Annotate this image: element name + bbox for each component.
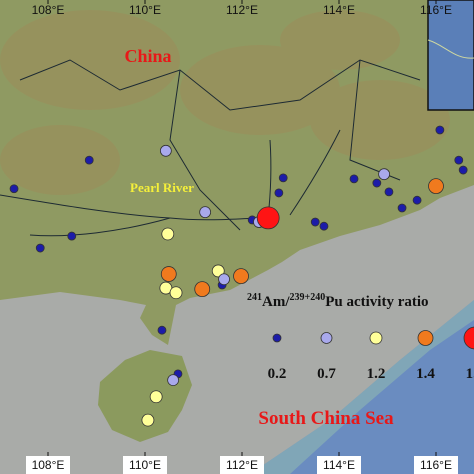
- site: [35, 243, 45, 253]
- x-tick-label: 108°E: [32, 458, 65, 472]
- site: [157, 325, 167, 335]
- site: [435, 125, 445, 135]
- x-tick-label: 114°E: [323, 3, 355, 17]
- legend-symbol: [272, 333, 282, 343]
- site: [218, 273, 230, 286]
- x-tick-label: 116°E: [420, 3, 452, 17]
- site: [454, 155, 464, 165]
- inset-map: [427, 0, 474, 111]
- legend-title-part: 239+240: [290, 292, 326, 303]
- legend-label: 0.7: [317, 366, 336, 382]
- x-tick-label: 110°E: [129, 3, 161, 17]
- site: [141, 413, 155, 427]
- legend-symbol: [369, 331, 383, 345]
- legend-label: 1.4: [416, 366, 435, 382]
- sea-label: South China Sea: [258, 408, 394, 429]
- tick-label-bg: [414, 456, 458, 474]
- legend-label: 1.2: [367, 366, 386, 382]
- site: [9, 184, 19, 194]
- site: [397, 203, 407, 213]
- site: [159, 144, 172, 157]
- site: [372, 178, 382, 188]
- site: [160, 266, 177, 282]
- x-tick-label: 112°E: [226, 3, 258, 17]
- x-tick-label: 114°E: [323, 458, 355, 472]
- legend-label: 1.6: [466, 366, 474, 382]
- site: [199, 206, 212, 219]
- mainland: [0, 0, 474, 345]
- site: [149, 390, 163, 404]
- x-tick-label: 116°E: [420, 458, 452, 472]
- legend-label: 0.2: [268, 366, 287, 382]
- legend-title-part: Pu activity ratio: [325, 294, 428, 310]
- site: [384, 187, 394, 197]
- tick-label-bg: [123, 456, 167, 474]
- legend-symbol: [417, 330, 434, 346]
- sites: [9, 125, 468, 427]
- legend-title-part: 241: [247, 292, 262, 303]
- legend-title-part: Am/: [262, 294, 290, 310]
- site: [310, 217, 320, 227]
- x-tick-label: 108°E: [32, 3, 65, 17]
- site: [274, 188, 284, 198]
- inset-coast: [427, 39, 474, 59]
- site: [67, 231, 77, 241]
- site: [278, 173, 288, 183]
- site: [84, 155, 94, 165]
- site: [319, 221, 329, 231]
- deep-sea: [250, 300, 474, 474]
- legend-title: 241Am/239+240Pu activity ratio: [247, 292, 429, 310]
- site: [169, 286, 183, 300]
- site: [349, 174, 359, 184]
- site: [428, 178, 444, 195]
- legend: 0.2 0.7 1.2 1.4 1.6: [268, 326, 474, 382]
- x-tick-label: 110°E: [129, 458, 161, 472]
- x-tick-label: 112°E: [226, 458, 258, 472]
- tick-label-bg: [317, 456, 361, 474]
- site: [233, 268, 249, 285]
- site: [256, 206, 280, 230]
- tick-label-bg: [26, 456, 70, 474]
- site: [412, 195, 422, 205]
- site: [458, 165, 468, 175]
- site: [194, 281, 211, 298]
- site: [167, 374, 180, 387]
- tick-label-bg: [220, 456, 264, 474]
- legend-symbol: [463, 326, 474, 350]
- site: [211, 264, 225, 278]
- river-label: Pearl River: [130, 180, 194, 195]
- site: [378, 168, 391, 181]
- axes: 108°E 108°E 110°E 110°E 112°E 112°E 114°E 114°E…: [26, 0, 458, 474]
- hainan: [98, 350, 192, 442]
- country-label: China: [124, 46, 171, 66]
- site: [161, 227, 175, 241]
- legend-symbol: [320, 332, 333, 344]
- terrain: [0, 10, 450, 195]
